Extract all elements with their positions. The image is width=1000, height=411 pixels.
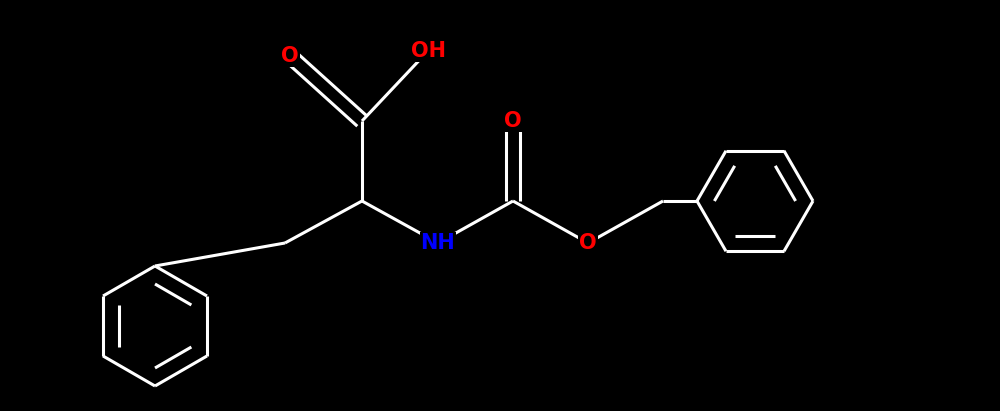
Text: OH: OH [411,41,446,61]
Text: O: O [281,46,299,66]
Text: O: O [504,111,522,131]
Text: NH: NH [421,233,455,253]
Text: O: O [579,233,597,253]
